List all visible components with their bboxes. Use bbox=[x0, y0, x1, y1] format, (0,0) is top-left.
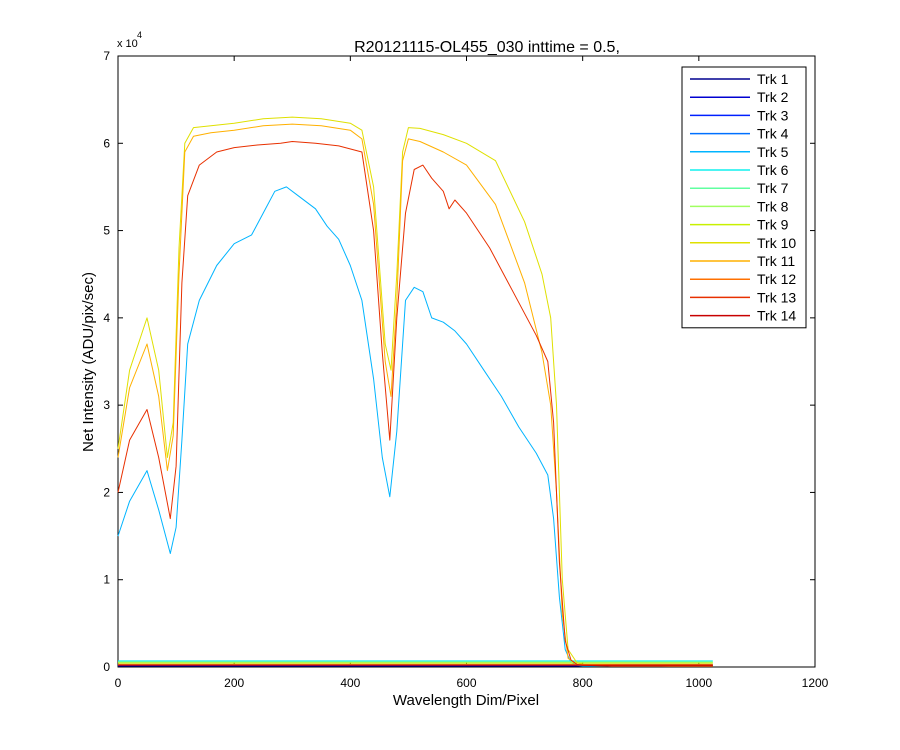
y-tick-label: 7 bbox=[103, 49, 110, 63]
x-tick-label: 200 bbox=[224, 676, 244, 690]
x-tick-label: 800 bbox=[573, 676, 593, 690]
y-tick-label: 1 bbox=[103, 573, 110, 587]
series-line bbox=[117, 141, 713, 667]
legend-label: Trk 4 bbox=[757, 126, 789, 142]
legend-label: Trk 7 bbox=[757, 180, 789, 196]
x-tick-label: 0 bbox=[115, 676, 122, 690]
x-axis-label: Wavelength Dim/Pixel bbox=[393, 692, 539, 709]
series-line bbox=[117, 186, 713, 667]
y-tick-label: 2 bbox=[103, 485, 110, 499]
legend-label: Trk 11 bbox=[757, 253, 795, 269]
legend-box bbox=[681, 66, 807, 329]
legend-label: Trk 8 bbox=[757, 198, 789, 214]
y-tick-label: 4 bbox=[103, 311, 110, 325]
y-multiplier-exponent: 4 bbox=[137, 30, 142, 40]
y-tick-label: 0 bbox=[103, 660, 110, 674]
x-tick-label: 1200 bbox=[802, 676, 829, 690]
y-multiplier-base: x 10 bbox=[117, 38, 138, 50]
y-tick-label: 3 bbox=[103, 398, 110, 412]
y-axis-label: Net Intensity (ADU/pix/sec) bbox=[80, 272, 97, 452]
legend-label: Trk 10 bbox=[757, 235, 796, 251]
x-tick-label: 400 bbox=[340, 676, 360, 690]
legend-label: Trk 1 bbox=[757, 71, 789, 87]
series-line bbox=[117, 116, 713, 667]
y-multiplier: x 10 4 bbox=[117, 30, 142, 50]
legend-label: Trk 3 bbox=[757, 107, 789, 123]
data-lines bbox=[117, 116, 713, 667]
x-tick-label: 1000 bbox=[685, 676, 712, 690]
y-axis-ticks: 0 1 2 3 4 5 6 7 bbox=[103, 49, 815, 674]
series-line bbox=[117, 123, 713, 667]
x-axis-ticks: 0 200 400 600 800 1000 1200 bbox=[115, 56, 829, 690]
legend-label: Trk 9 bbox=[757, 217, 789, 233]
legend-label: Trk 6 bbox=[757, 162, 789, 178]
y-tick-label: 6 bbox=[103, 136, 110, 150]
legend-label: Trk 12 bbox=[757, 271, 796, 287]
y-tick-label: 5 bbox=[103, 224, 110, 238]
legend-label: Trk 2 bbox=[757, 89, 789, 105]
legend-label: Trk 5 bbox=[757, 144, 789, 160]
chart-title: R20121115-OL455_030 inttime = 0.5, bbox=[354, 39, 620, 56]
legend-label: Trk 14 bbox=[757, 308, 796, 324]
legend: Trk 1 Trk 2 Trk 3 Trk 4 Trk 5 Trk 6 Trk 7 Trk 8… bbox=[681, 66, 807, 329]
legend-label: Trk 13 bbox=[757, 289, 796, 305]
x-tick-label: 600 bbox=[456, 676, 476, 690]
